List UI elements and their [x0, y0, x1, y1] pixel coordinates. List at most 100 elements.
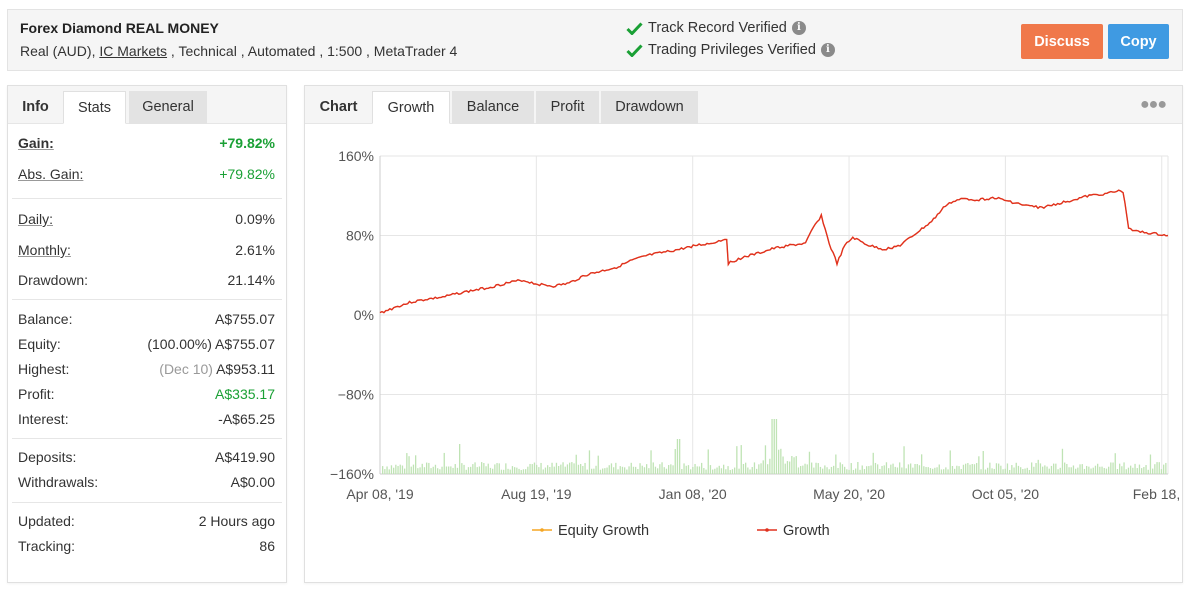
- tab-balance[interactable]: Balance: [452, 91, 534, 124]
- volume-bar: [958, 466, 960, 474]
- volume-bar: [657, 468, 659, 474]
- volume-bar: [674, 449, 676, 474]
- volume-bar: [1070, 467, 1072, 474]
- volume-bar: [1130, 465, 1132, 474]
- volume-bar: [767, 464, 769, 474]
- volume-bar: [395, 464, 397, 474]
- volume-bar: [683, 463, 685, 474]
- volume-bar: [608, 465, 610, 474]
- volume-bar: [1022, 469, 1024, 474]
- volume-bar: [833, 465, 835, 474]
- volume-bar: [727, 466, 729, 474]
- volume-bar: [954, 468, 956, 474]
- volume-bar: [421, 463, 423, 474]
- volume-bar: [1000, 465, 1002, 474]
- balance-label: Balance:: [18, 311, 73, 327]
- discuss-button[interactable]: Discuss: [1021, 24, 1103, 59]
- growth-chart: 160% 80% 0% −80% −160% Apr 08, '19 Aug 19, '19…: [330, 148, 1182, 539]
- volume-bar: [971, 463, 973, 474]
- volume-bar: [632, 466, 635, 474]
- volume-bar: [393, 467, 395, 474]
- monthly-label[interactable]: Monthly:: [18, 242, 71, 258]
- volume-bar: [868, 466, 870, 474]
- copy-button[interactable]: Copy: [1108, 24, 1169, 59]
- volume-bar: [650, 450, 652, 474]
- volume-bar: [637, 468, 639, 474]
- x-tick-label: May 20, '20: [813, 486, 885, 502]
- volume-bar: [659, 464, 661, 474]
- volume-bar: [1039, 463, 1042, 474]
- volume-bar: [602, 468, 604, 474]
- volume-bar: [1149, 454, 1152, 474]
- volume-bar: [822, 468, 824, 474]
- volume-bar: [1147, 469, 1149, 474]
- info-icon[interactable]: i: [820, 43, 835, 57]
- broker-link[interactable]: IC Markets: [99, 43, 168, 59]
- check-icon: [626, 43, 643, 57]
- volume-bar: [1059, 467, 1061, 474]
- abs-gain-label[interactable]: Abs. Gain:: [18, 166, 84, 182]
- volume-bar: [828, 469, 830, 474]
- tab-stats[interactable]: Stats: [63, 91, 126, 124]
- withdrawals-value: A$0.00: [230, 474, 275, 490]
- tab-drawdown[interactable]: Drawdown: [601, 91, 698, 124]
- balance-row: Balance: A$755.07: [18, 311, 275, 331]
- volume-bar: [456, 467, 459, 474]
- info-icon[interactable]: i: [791, 21, 806, 35]
- volume-bar: [498, 463, 500, 474]
- volume-bar: [441, 466, 443, 474]
- tab-growth[interactable]: Growth: [372, 91, 450, 124]
- volume-bar: [582, 465, 584, 474]
- volume-bar: [793, 457, 795, 474]
- more-options-icon[interactable]: ●●●: [1140, 96, 1167, 113]
- volume-bar: [390, 465, 393, 474]
- volume-bar: [916, 464, 918, 474]
- volume-bar: [991, 468, 993, 474]
- account-type: Real (AUD),: [20, 43, 100, 59]
- system-header: Forex Diamond REAL MONEY Real (AUD), IC …: [7, 9, 1183, 71]
- volume-bar: [520, 469, 522, 474]
- volume-bar: [899, 462, 901, 474]
- volume-bar: [857, 462, 859, 474]
- volume-bar: [1127, 467, 1130, 474]
- volume-bar: [654, 466, 657, 474]
- volume-bar: [467, 467, 470, 474]
- deposits-row: Deposits: A$419.90: [18, 449, 275, 469]
- daily-row: Daily: 0.09%: [18, 211, 275, 231]
- volume-bar: [626, 469, 628, 474]
- volume-bar: [1050, 465, 1053, 474]
- volume-bar: [734, 467, 736, 474]
- volume-bar: [1064, 462, 1066, 474]
- trading-privileges-verified: Trading Privileges Verified i: [626, 42, 835, 58]
- tab-profit[interactable]: Profit: [536, 91, 599, 124]
- volume-bar: [610, 463, 613, 474]
- tab-info[interactable]: Info: [22, 99, 49, 115]
- daily-label[interactable]: Daily:: [18, 211, 54, 227]
- volume-bar: [621, 466, 624, 474]
- volume-bar: [1099, 466, 1101, 474]
- equity-percent: (100.00%): [147, 336, 212, 352]
- volume-bar: [841, 464, 844, 474]
- volume-bar: [1004, 468, 1006, 474]
- volume-bar: [496, 463, 498, 474]
- volume-bar: [635, 466, 637, 474]
- gain-label[interactable]: Gain:: [18, 135, 54, 151]
- updated-label: Updated:: [18, 513, 75, 529]
- volume-bar: [894, 466, 896, 474]
- tab-chart[interactable]: Chart: [319, 99, 358, 115]
- legend-equity-marker: [540, 528, 544, 532]
- gain-row: Gain: +79.82%: [18, 135, 275, 155]
- volume-bar: [940, 469, 943, 474]
- volume-bar: [432, 466, 434, 474]
- volume-bar: [487, 463, 489, 474]
- volume-bar: [1112, 462, 1114, 474]
- volume-bar: [883, 465, 885, 474]
- tab-general[interactable]: General: [129, 91, 207, 124]
- volume-bar: [1009, 469, 1011, 474]
- volume-bar: [1042, 466, 1044, 474]
- volume-bar: [474, 462, 476, 474]
- volume-bar: [1158, 462, 1160, 474]
- volume-bar: [615, 462, 617, 474]
- volume-bar: [824, 465, 826, 474]
- volume-bar: [619, 466, 621, 474]
